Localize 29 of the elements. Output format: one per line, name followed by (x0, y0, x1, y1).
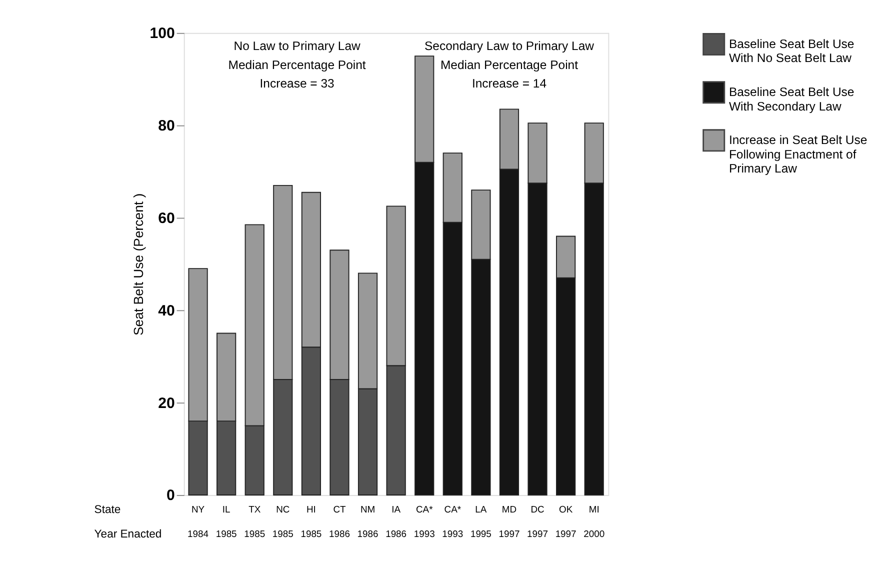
annotation: No Law to Primary Law Median Percentage Point Increase = 33 (228, 38, 366, 91)
y-tick-label: 100 (150, 25, 175, 42)
y-tick-label: 60 (158, 210, 175, 227)
legend-label: Baseline Seat Belt Use With No Seat Belt Law (728, 37, 854, 66)
category-label: NY 1984 (188, 503, 209, 539)
category-label: NC 1985 (272, 503, 294, 539)
category-label: HI 1985 (300, 503, 322, 539)
legend-label: Baseline Seat Belt Use With Secondary Law (728, 85, 854, 114)
annotation: Secondary Law to Primary Law Median Percentage Point Increase = 14 (424, 38, 594, 91)
category-label: MI 2000 (584, 503, 605, 539)
category-label: TX 1985 (244, 503, 266, 539)
category-label: CA* 1993 (414, 503, 435, 539)
text: Year Enacted (94, 528, 162, 540)
legend-label: Increase in Seat Belt Use Following Enactment of Primary Law (728, 133, 868, 176)
category-label: MD 1997 (498, 503, 520, 539)
category-label: OK 1997 (555, 503, 576, 539)
text: State (94, 504, 121, 516)
y-tick-label: 40 (158, 302, 175, 320)
category-label: LA 1995 (470, 503, 492, 539)
category-label: CT 1986 (329, 503, 350, 539)
y-tick-label: 20 (158, 394, 175, 412)
category-label: IA 1986 (386, 503, 407, 539)
category-label: CA* 1993 (442, 503, 464, 539)
category-label: NM 1986 (357, 503, 378, 539)
category-label: IL 1985 (216, 503, 237, 539)
y-axis-title: Seat Belt Use (Percent ) (131, 193, 146, 336)
category-label: DC 1997 (527, 503, 548, 539)
y-tick-label: 0 (166, 487, 175, 504)
y-tick-label: 80 (158, 118, 175, 135)
